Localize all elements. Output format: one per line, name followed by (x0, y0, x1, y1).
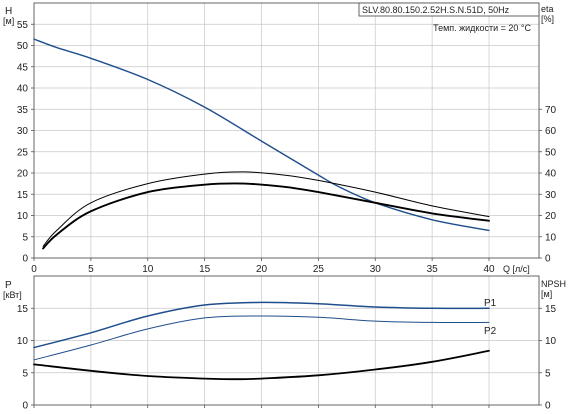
npsh-axis-label: NPSH (541, 279, 566, 289)
head-tick-label: 0 (22, 254, 28, 265)
flow-tick-label: 40 (483, 264, 495, 275)
npsh-tick-label: 5 (545, 368, 551, 379)
flow-tick-label: 5 (88, 264, 94, 275)
p1-power-curve (33, 301, 490, 349)
head-axis-unit: [м] (3, 16, 14, 26)
pump-info-box (358, 2, 540, 17)
head-curve (33, 38, 490, 232)
efficiency-tick-label: 0 (545, 254, 551, 265)
flow-tick-label: 20 (256, 264, 268, 275)
pump-model-label: SLV.80.80.150.2.52H.S.N.51D, 50Hz (362, 5, 510, 15)
flow-tick-label: 15 (199, 264, 211, 275)
flow-tick-label: 0 (31, 264, 37, 275)
flow-axis-label: Q [л/с] (503, 264, 530, 274)
efficiency-tick-label: 20 (545, 211, 557, 222)
head-tick-label: 55 (17, 20, 29, 31)
efficiency-tick-label: 30 (545, 190, 557, 201)
power-tick-label: 15 (17, 304, 29, 315)
power-tick-label: 0 (22, 401, 28, 412)
head-axis-label: H (5, 6, 12, 17)
head-tick-label: 25 (17, 147, 29, 158)
p1-series-label: P1 (484, 298, 497, 309)
head-tick-label: 35 (17, 105, 29, 116)
head-efficiency-ticks: 0 5 10 15 20 25 30 35 40 0 5 10 15 20 25 30 35 40 45 50 55 0 1… (17, 20, 557, 275)
liquid-temperature-annotation: Темп. жидкости = 20 °C (433, 23, 531, 33)
head-tick-label: 10 (17, 211, 29, 222)
head-tick-label: 45 (17, 62, 29, 73)
efficiency-tick-label: 60 (545, 126, 557, 137)
flow-tick-label: 35 (427, 264, 439, 275)
head-tick-label: 15 (17, 190, 29, 201)
efficiency-axis-unit: [%] (541, 14, 554, 24)
power-npsh-grid (34, 276, 539, 405)
power-npsh-series (33, 301, 490, 381)
npsh-tick-label: 10 (545, 336, 557, 347)
head-efficiency-grid (34, 3, 539, 258)
flow-tick-label: 30 (370, 264, 382, 275)
flow-tick-label: 25 (313, 264, 325, 275)
power-tick-label: 10 (17, 336, 29, 347)
head-tick-label: 5 (22, 232, 28, 243)
head-tick-label: 50 (17, 41, 29, 52)
efficiency-tick-label: 40 (545, 169, 557, 180)
flow-tick-label: 10 (142, 264, 154, 275)
power-tick-label: 5 (22, 368, 28, 379)
head-tick-label: 20 (17, 169, 29, 180)
npsh-tick-label: 15 (545, 304, 557, 315)
p2-series-label: P2 (484, 326, 497, 337)
efficiency-axis-label: eta (541, 4, 554, 14)
power-npsh-ticks: 0 5 10 15 0 5 10 15 (17, 304, 557, 412)
efficiency-tick-label: 50 (545, 147, 557, 158)
head-tick-label: 30 (17, 126, 29, 137)
p2-power-curve (33, 315, 490, 361)
power-axis-unit: [кВт] (3, 290, 22, 300)
power-axis-label: P (5, 280, 12, 291)
efficiency-tick-label: 10 (545, 232, 557, 243)
efficiency-curve-lower (42, 182, 490, 250)
head-tick-label: 40 (17, 84, 29, 95)
npsh-tick-label: 0 (545, 401, 551, 412)
head-efficiency-series (33, 38, 490, 250)
npsh-curve (33, 349, 490, 381)
npsh-axis-unit: [м] (541, 289, 552, 299)
efficiency-tick-label: 70 (545, 105, 557, 116)
efficiency-curve-upper (42, 171, 490, 247)
